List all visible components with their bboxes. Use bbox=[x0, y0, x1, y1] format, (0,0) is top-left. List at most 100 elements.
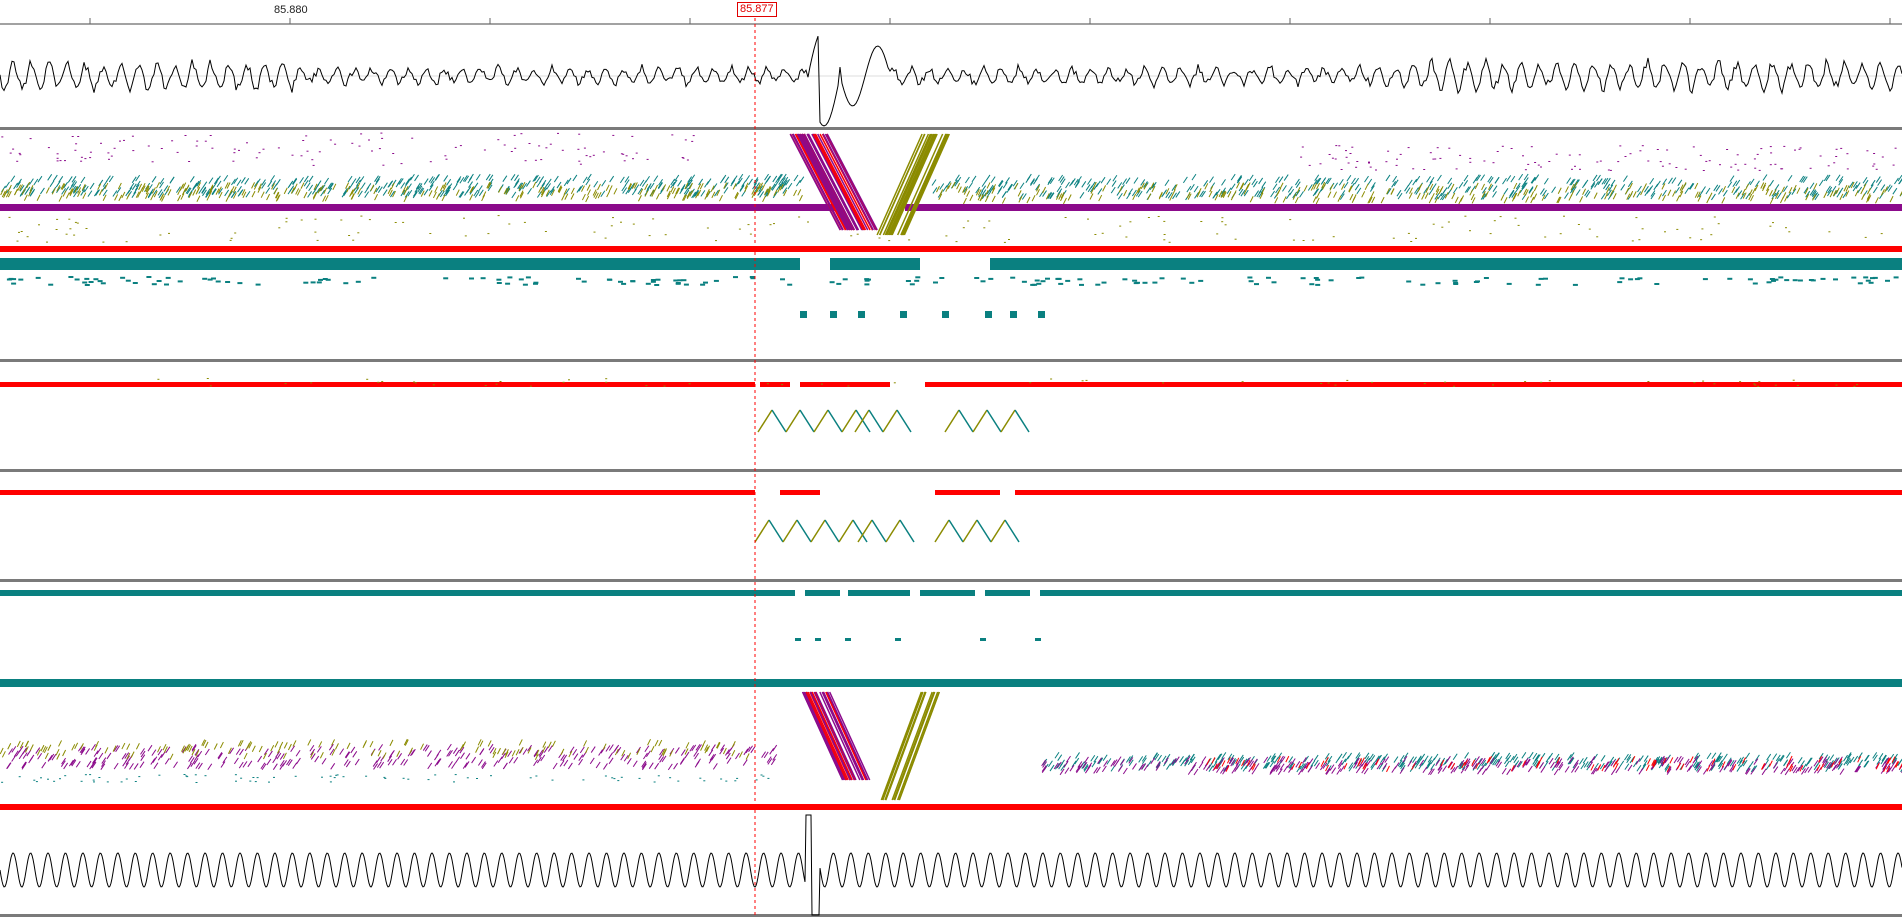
feature-stroke bbox=[1059, 176, 1065, 183]
feature-speck bbox=[1189, 281, 1195, 284]
feature-stroke bbox=[279, 759, 285, 767]
feature-stroke bbox=[69, 188, 74, 195]
feature-stroke bbox=[1007, 183, 1013, 191]
feature-speck bbox=[123, 139, 125, 141]
feature-stroke bbox=[1184, 759, 1190, 767]
feature-stroke bbox=[1705, 187, 1711, 195]
feature-stroke bbox=[1711, 758, 1716, 765]
feature-stroke bbox=[58, 195, 63, 202]
feature-stroke bbox=[1884, 186, 1888, 193]
feature-stroke bbox=[323, 187, 328, 195]
feature-stroke bbox=[378, 744, 384, 751]
feature-speck bbox=[1493, 220, 1496, 222]
feature-stroke bbox=[1601, 178, 1607, 185]
feature-speck bbox=[1328, 279, 1334, 282]
feature-speck bbox=[1375, 169, 1377, 171]
feature-speck bbox=[578, 133, 581, 135]
chirp-pattern bbox=[857, 519, 873, 543]
feature-stroke bbox=[1568, 194, 1573, 201]
time-ruler[interactable]: 85.880 85.877 bbox=[0, 0, 1902, 25]
feature-stroke bbox=[194, 180, 200, 188]
feature-stroke bbox=[167, 189, 172, 196]
feature-stroke bbox=[1826, 189, 1832, 197]
feature-stroke bbox=[795, 179, 801, 187]
feature-speck bbox=[88, 281, 94, 283]
feature-stroke bbox=[1858, 759, 1864, 767]
feature-stroke bbox=[1875, 176, 1881, 183]
feature-speck bbox=[204, 140, 207, 142]
feature-speck bbox=[1710, 234, 1713, 236]
feature-stroke bbox=[446, 178, 452, 186]
feature-stroke bbox=[1358, 757, 1362, 765]
feature-stroke bbox=[303, 179, 309, 187]
feature-stroke bbox=[1087, 178, 1092, 185]
feature-stroke bbox=[321, 757, 327, 765]
feature-stroke bbox=[1201, 756, 1207, 763]
feature-stroke bbox=[195, 762, 201, 769]
feature-stroke bbox=[1351, 196, 1356, 203]
panel-separator bbox=[0, 579, 1902, 582]
feature-stroke bbox=[45, 187, 50, 194]
feature-stroke bbox=[1199, 190, 1205, 198]
feature-stroke bbox=[1528, 186, 1534, 193]
feature-stroke bbox=[1852, 181, 1858, 188]
feature-speck bbox=[915, 276, 921, 279]
feature-stroke bbox=[1435, 759, 1441, 767]
feature-stroke bbox=[1192, 761, 1197, 769]
feature-stroke bbox=[1201, 190, 1206, 198]
feature-speck bbox=[604, 775, 607, 777]
feature-stroke bbox=[1369, 185, 1375, 192]
feature-stroke bbox=[1429, 176, 1435, 184]
feature-stroke bbox=[1603, 761, 1609, 769]
feature-speck bbox=[156, 280, 162, 282]
feature-speck bbox=[1773, 278, 1779, 281]
feature-stroke bbox=[1354, 757, 1360, 765]
feature-stroke bbox=[1445, 755, 1451, 763]
feature-stroke bbox=[1570, 178, 1576, 186]
feature-stroke bbox=[1845, 190, 1850, 197]
feature-speck bbox=[1087, 218, 1089, 220]
feature-stroke bbox=[1555, 756, 1560, 764]
feature-speck bbox=[646, 158, 649, 160]
feature-stroke bbox=[1502, 177, 1507, 185]
burst-stroke bbox=[884, 133, 932, 236]
feature-stroke bbox=[540, 188, 545, 196]
feature-stroke bbox=[1018, 196, 1023, 203]
feature-stroke bbox=[1364, 175, 1369, 183]
feature-stroke bbox=[1093, 183, 1099, 190]
feature-stroke bbox=[126, 752, 131, 760]
feature-stroke bbox=[1891, 757, 1897, 764]
feature-stroke bbox=[1837, 763, 1843, 770]
feature-stroke bbox=[1825, 756, 1831, 763]
feature-stroke bbox=[1333, 191, 1338, 198]
feature-stroke bbox=[197, 762, 203, 770]
feature-speck bbox=[392, 153, 395, 154]
feature-stroke bbox=[1812, 190, 1817, 198]
feature-stroke bbox=[257, 186, 262, 193]
feature-stroke bbox=[140, 754, 146, 761]
feature-speck bbox=[1385, 161, 1388, 163]
feature-stroke bbox=[98, 752, 104, 760]
feature-stroke bbox=[177, 194, 182, 202]
feature-stroke bbox=[290, 187, 295, 194]
feature-stroke bbox=[253, 183, 258, 190]
feature-stroke bbox=[1322, 762, 1328, 769]
feature-stroke bbox=[71, 176, 77, 183]
feature-stroke bbox=[217, 186, 222, 193]
feature-stroke bbox=[546, 190, 552, 198]
feature-stroke bbox=[568, 750, 573, 758]
feature-stroke bbox=[454, 749, 460, 757]
feature-stroke bbox=[1525, 196, 1530, 203]
feature-speck bbox=[84, 284, 90, 286]
feature-speck bbox=[1010, 276, 1016, 279]
feature-stroke bbox=[1075, 180, 1081, 187]
feature-stroke bbox=[486, 182, 491, 189]
feature-stroke bbox=[1795, 766, 1801, 774]
feature-stroke bbox=[373, 763, 378, 770]
feature-stroke bbox=[637, 187, 643, 195]
feature-stroke bbox=[33, 178, 39, 186]
feature-stroke bbox=[627, 752, 632, 759]
chirp-pattern bbox=[871, 519, 887, 543]
